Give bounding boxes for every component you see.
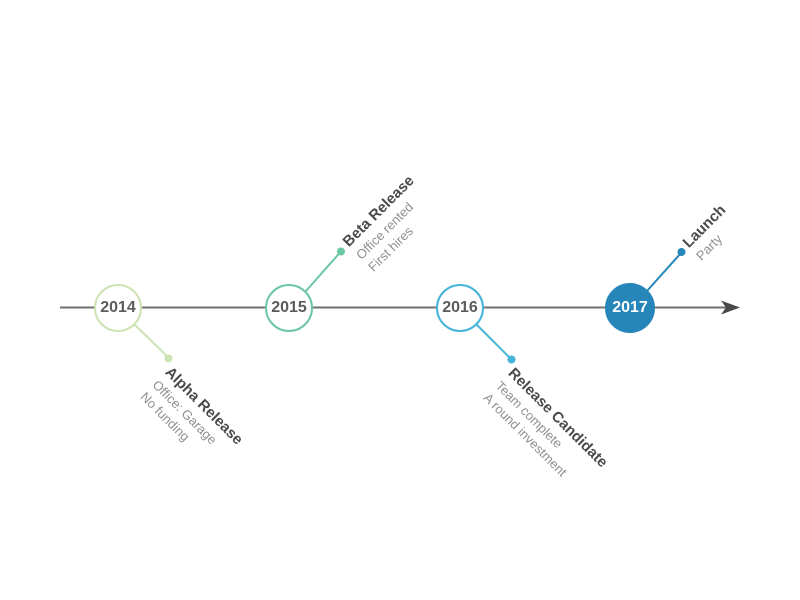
year-text-2017: 2017	[612, 299, 648, 316]
event-dot-2016[interactable]	[507, 355, 516, 364]
connector-2014	[133, 323, 170, 359]
timeline-arrowhead-icon	[721, 300, 740, 315]
year-node-2017[interactable]	[605, 283, 655, 333]
connector-2016	[475, 323, 512, 360]
event-dot-2017[interactable]	[677, 248, 686, 256]
connector-2017	[645, 252, 682, 293]
event-dot-2015[interactable]	[337, 247, 345, 256]
year-text-2016: 2016	[442, 299, 478, 316]
year-node-2016[interactable]	[436, 284, 484, 332]
year-node-2015[interactable]	[265, 284, 313, 332]
year-node-2014[interactable]	[94, 284, 142, 332]
event-dot-2014[interactable]	[164, 354, 173, 363]
year-text-2014: 2014	[100, 299, 136, 316]
connector-2015	[304, 251, 342, 293]
year-text-2015: 2015	[271, 299, 307, 316]
